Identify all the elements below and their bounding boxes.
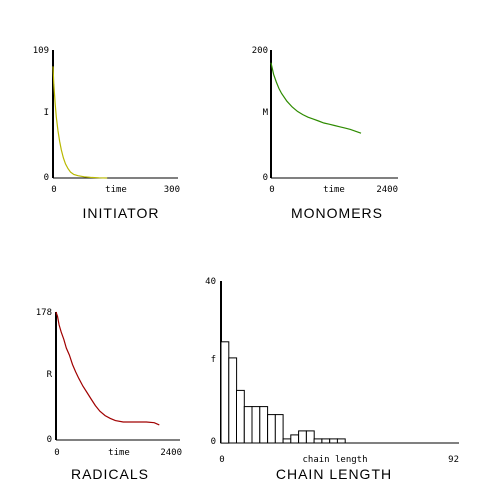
radicals-y-max: 178 — [36, 308, 52, 318]
initiator-y-min: 0 — [44, 173, 49, 183]
initiator-x-max: 300 — [164, 185, 180, 195]
histogram-bar — [282, 438, 292, 444]
monomers-y-max: 200 — [252, 46, 268, 56]
histogram-bar — [243, 406, 253, 444]
radicals-title: RADICALS — [71, 466, 149, 482]
histogram-bar — [329, 438, 339, 444]
histogram-bar — [336, 438, 346, 444]
histogram-bar — [298, 430, 307, 444]
monomers-x-label: time — [323, 185, 345, 195]
chain-length-title: CHAIN LENGTH — [276, 466, 392, 482]
histogram-bar — [290, 434, 300, 444]
histogram-bar — [313, 438, 323, 444]
radicals-x-max: 2400 — [160, 448, 182, 458]
chain-length-chart: 40 f 0 0 chain length 92 CHAIN LENGTH — [205, 277, 459, 482]
radicals-series-line — [55, 311, 160, 426]
chain-y-max: 40 — [205, 277, 216, 287]
radicals-chart: 178 R 0 0 time 2400 RADICALS — [36, 308, 182, 482]
monomers-plot — [270, 50, 398, 179]
initiator-x-label: time — [105, 185, 127, 195]
chain-x-max: 92 — [448, 455, 459, 465]
histogram-bar — [259, 406, 269, 444]
monomers-title: MONOMERS — [291, 205, 383, 221]
monomers-x-max: 2400 — [376, 185, 398, 195]
histogram-bar — [321, 438, 331, 444]
monomers-y-label: M — [263, 108, 269, 118]
chain-length-plot — [220, 281, 459, 444]
monomers-series-line — [270, 62, 362, 134]
initiator-title: INITIATOR — [83, 205, 160, 221]
monomers-x-min: 0 — [269, 185, 274, 195]
initiator-plot — [52, 50, 178, 179]
chain-y-label: f — [211, 355, 216, 365]
histogram-bar — [274, 414, 284, 444]
monomers-y-min: 0 — [263, 173, 268, 183]
radicals-x-label: time — [108, 448, 130, 458]
radicals-plot — [55, 311, 180, 441]
chain-x-min: 0 — [219, 455, 224, 465]
histogram-bar — [305, 430, 315, 444]
radicals-x-min: 0 — [54, 448, 59, 458]
histogram-bar — [220, 341, 230, 444]
initiator-y-max: 109 — [33, 46, 49, 56]
histogram-bar — [251, 406, 261, 444]
radicals-y-label: R — [47, 370, 53, 380]
initiator-x-min: 0 — [51, 185, 56, 195]
monomers-chart: 200 M 0 0 time 2400 MONOMERS — [252, 46, 398, 221]
histogram-bar — [228, 357, 238, 444]
radicals-y-min: 0 — [47, 435, 52, 445]
histogram-bar — [236, 389, 245, 444]
histogram-bar — [267, 414, 276, 444]
chain-y-min: 0 — [211, 437, 216, 447]
initiator-series-line — [52, 66, 108, 179]
initiator-y-label: I — [44, 108, 49, 118]
initiator-chart: 109 I 0 0 time 300 INITIATOR — [33, 46, 180, 221]
chain-x-label: chain length — [302, 455, 367, 465]
